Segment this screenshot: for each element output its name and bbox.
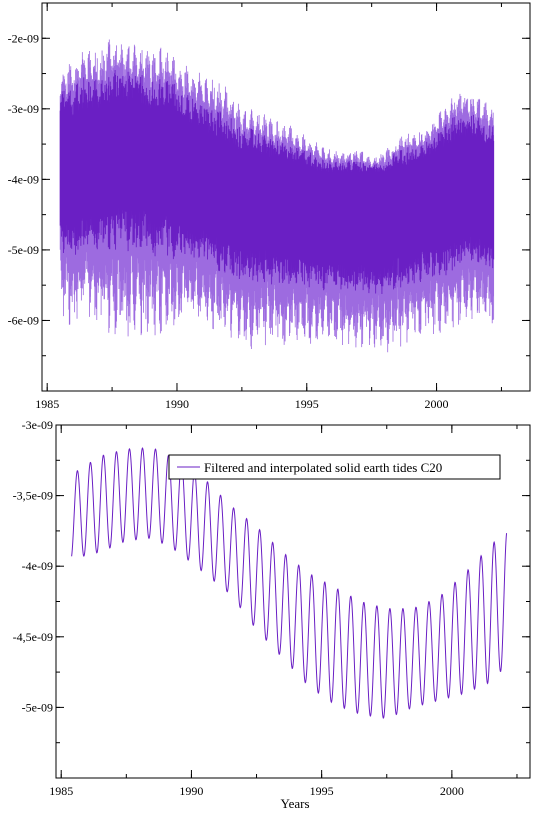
top-y-tick-label: -5e-09: [8, 243, 39, 257]
top-x-tick-label: 1990: [165, 397, 189, 411]
bottom-series: [71, 447, 508, 719]
bottom-x-tick-label: 1990: [179, 784, 203, 798]
legend-box: [168, 454, 501, 480]
top-x-axis: 1985 1990 1995 2000: [35, 3, 502, 411]
bottom-x-tick-label: 1995: [310, 784, 334, 798]
bottom-y-tick-label: -3e-09: [22, 418, 53, 432]
top-x-tick-label: 2000: [425, 397, 449, 411]
bottom-panel: -3e-09-3,5e-09-4e-09-4,5e-09-5e-09 1985 1…: [13, 418, 531, 811]
top-panel: -2e-09-3e-09-4e-09-5e-09-6e-09 1985 1990 1…: [8, 2, 531, 411]
bottom-y-axis: -3e-09 -3,5e-09 -4e-09 -4,5e-09 -5e-09: [13, 418, 530, 779]
legend: Filtered and interpolated solid earth ti…: [168, 454, 501, 480]
top-y-tick-label: -4e-09: [8, 172, 39, 186]
bottom-series-line: [71, 447, 508, 719]
bottom-y-tick-label: -5e-09: [22, 700, 53, 714]
bottom-y-tick-label: -4,5e-09: [13, 630, 53, 644]
top-plot-frame: [41, 2, 531, 392]
top-x-tick-label: 1985: [35, 397, 59, 411]
top-y-tick-label: -3e-09: [8, 102, 39, 116]
bottom-x-axis-label: Years: [280, 796, 309, 811]
bottom-x-tick-label: 2000: [440, 784, 464, 798]
top-x-tick-label: 1995: [295, 397, 319, 411]
top-y-axis: -2e-09 -3e-09 -4e-09 -5e-09 -6e-09: [8, 2, 530, 392]
top-y-tick-label: -6e-09: [8, 313, 39, 327]
legend-label: Filtered and interpolated solid earth ti…: [204, 460, 442, 475]
bottom-y-tick-label: -3,5e-09: [13, 489, 53, 503]
top-series: [59, 39, 495, 353]
bottom-y-tick-label: -4e-09: [22, 559, 53, 573]
bottom-x-axis: 1985 1990 1995 2000: [49, 425, 518, 798]
top-series-core-line: [59, 70, 495, 295]
bottom-x-tick-label: 1985: [49, 784, 73, 798]
top-y-tick-label: -2e-09: [8, 31, 39, 45]
